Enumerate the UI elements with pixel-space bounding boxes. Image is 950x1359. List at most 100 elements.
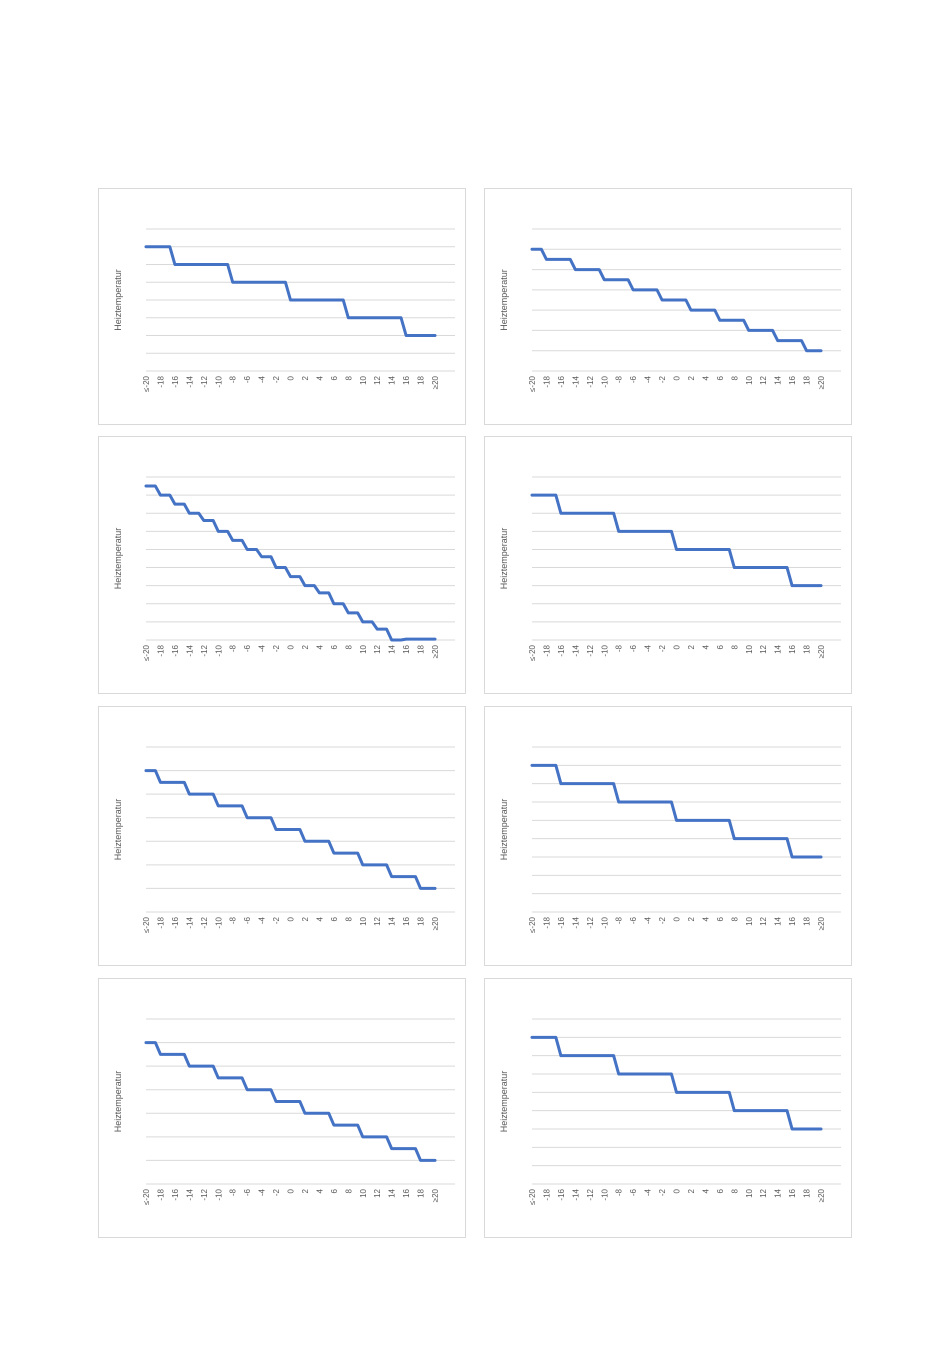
x-tick-label: 12 <box>759 1188 768 1197</box>
x-tick-label: -12 <box>200 375 209 387</box>
x-tick-label: 16 <box>402 644 411 653</box>
x-tick-label: 18 <box>417 916 426 925</box>
x-tick-label: 2 <box>687 916 696 921</box>
x-tick-label: -4 <box>258 916 267 924</box>
x-tick-label: -6 <box>629 375 638 383</box>
x-tick-label: -14 <box>185 644 194 656</box>
x-tick-label: 18 <box>803 916 812 925</box>
x-tick-label: -16 <box>557 375 566 387</box>
x-tick-label: -8 <box>229 1188 238 1196</box>
x-tick-label: 0 <box>287 644 296 649</box>
x-tick-label: 10 <box>359 1188 368 1197</box>
line-chart: Heiztemperatur ≤-20 -18 -16 -14 -12 -10 -8 -6 -4-… <box>499 476 841 661</box>
x-tick-label: -18 <box>156 375 165 387</box>
x-tick-label: 12 <box>373 916 382 925</box>
x-tick-label: -12 <box>200 644 209 656</box>
y-axis-label: Heiztemperatur <box>499 528 509 590</box>
x-tick-label: -12 <box>586 375 595 387</box>
x-tick-label: -10 <box>600 644 609 656</box>
x-tick-label: -16 <box>171 644 180 656</box>
x-tick-label: 8 <box>730 916 739 921</box>
x-tick-label: 12 <box>759 644 768 653</box>
x-tick-label: -4 <box>644 1188 653 1196</box>
series-line <box>144 769 437 890</box>
x-tick-label: 18 <box>417 375 426 384</box>
series-line <box>144 245 437 337</box>
x-tick-label: -18 <box>156 916 165 928</box>
x-tick-label: ≤-20 <box>528 644 537 661</box>
x-tick-label: ≥20 <box>817 916 826 930</box>
x-tick-label: -12 <box>586 916 595 928</box>
x-tick-label: 14 <box>774 644 783 653</box>
x-tick-label: 10 <box>745 916 754 925</box>
x-tick-label: -16 <box>171 916 180 928</box>
x-tick-label: 14 <box>774 375 783 384</box>
y-axis-label: Heiztemperatur <box>499 269 509 331</box>
x-tick-label: -2 <box>658 916 667 924</box>
x-tick-label: 4 <box>315 644 324 649</box>
x-tick-label: 8 <box>730 1188 739 1193</box>
x-tick-label: 0 <box>673 375 682 380</box>
series-line <box>530 493 823 588</box>
x-tick-label: -16 <box>557 1188 566 1200</box>
x-tick-label: -6 <box>243 375 252 383</box>
chart-panel-6: Heiztemperatur ≤-20 -18 -16 -14 -12 -10 -8 -6 -4-… <box>484 706 852 966</box>
x-tick-label: -8 <box>615 1188 624 1196</box>
x-tick-label: 8 <box>344 1188 353 1193</box>
series-line <box>144 1041 437 1162</box>
x-tick-label: 14 <box>388 644 397 653</box>
x-tick-label: -12 <box>586 644 595 656</box>
x-tick-label: ≥20 <box>431 375 440 389</box>
x-tick-label: 0 <box>287 916 296 921</box>
x-tick-label: -6 <box>629 644 638 652</box>
series-line <box>144 484 437 642</box>
x-tick-label: -8 <box>229 375 238 383</box>
x-tick-label: 6 <box>716 644 725 649</box>
y-axis-label: Heiztemperatur <box>113 269 123 331</box>
x-tick-label: 0 <box>287 1188 296 1193</box>
x-tick-label: 2 <box>687 1188 696 1193</box>
y-axis-label: Heiztemperatur <box>113 799 123 861</box>
x-tick-label: ≤-20 <box>142 644 151 661</box>
x-tick-label: -18 <box>156 644 165 656</box>
x-tick-label: 2 <box>301 1188 310 1193</box>
x-tick-label: 8 <box>344 644 353 649</box>
x-tick-label: 12 <box>373 375 382 384</box>
x-tick-label: 4 <box>701 1188 710 1193</box>
x-tick-label: -4 <box>258 375 267 383</box>
x-tick-label: -16 <box>557 644 566 656</box>
x-tick-label: -8 <box>229 916 238 924</box>
x-tick-label: -14 <box>571 644 580 656</box>
x-tick-label: 8 <box>730 375 739 380</box>
line-chart: Heiztemperatur ≤-20 -18 -16 -14 -12 -10 -8 -6 -4-… <box>113 746 455 933</box>
chart-panel-3: Heiztemperatur ≤-20 -18 -16 -14 -12 -10 -8 -6 -4-… <box>98 436 466 694</box>
x-tick-label: -2 <box>658 1188 667 1196</box>
x-tick-label: 14 <box>388 1188 397 1197</box>
x-tick-label: -8 <box>615 644 624 652</box>
x-tick-label: -14 <box>185 375 194 387</box>
chart-panel-8: Heiztemperatur ≤-20 -18 -16 -14 -12 -10 -8 -6 -4-… <box>484 978 852 1238</box>
x-tick-label: -6 <box>243 644 252 652</box>
x-tick-label: 14 <box>388 916 397 925</box>
x-tick-label: 8 <box>730 644 739 649</box>
series-line <box>530 247 823 353</box>
x-tick-label: 0 <box>673 644 682 649</box>
x-tick-label: -14 <box>571 916 580 928</box>
x-tick-label: 6 <box>716 375 725 380</box>
x-tick-label: -8 <box>615 916 624 924</box>
x-tick-label: 0 <box>673 1188 682 1193</box>
x-tick-label: -4 <box>258 644 267 652</box>
x-tick-label: -10 <box>214 375 223 387</box>
x-tick-label: 0 <box>673 916 682 921</box>
x-tick-label: 6 <box>330 375 339 380</box>
x-tick-label: 6 <box>330 1188 339 1193</box>
x-tick-label: 4 <box>315 916 324 921</box>
x-tick-label: -16 <box>171 375 180 387</box>
x-tick-label: 4 <box>701 916 710 921</box>
x-tick-label: 18 <box>417 1188 426 1197</box>
x-tick-label: -2 <box>658 375 667 383</box>
x-tick-label: -2 <box>658 644 667 652</box>
line-chart: Heiztemperatur ≤-20 -18 -16 -14 -12 -10 -8 -6 -4-… <box>113 228 455 392</box>
chart-panel-2: Heiztemperatur ≤-20 -18 -16 -14 -12 -10 -8 -6 -4-… <box>484 188 852 425</box>
x-tick-label: 16 <box>402 1188 411 1197</box>
